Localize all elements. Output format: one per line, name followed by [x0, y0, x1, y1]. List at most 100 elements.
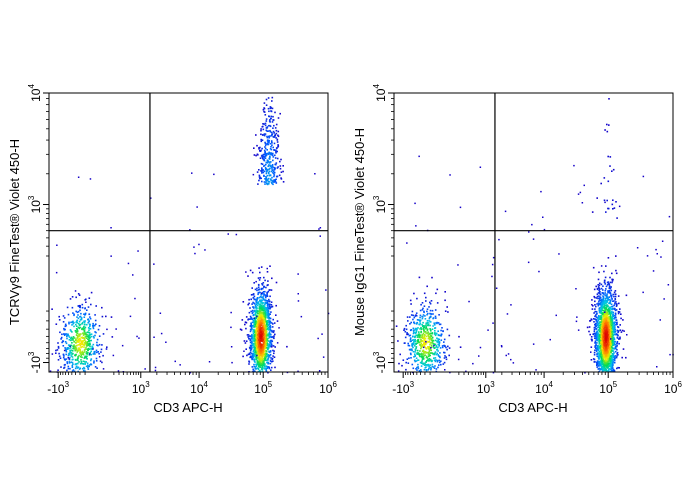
event-dot — [609, 322, 612, 325]
event-dot — [249, 269, 252, 272]
event-dot — [642, 175, 645, 178]
event-dot — [428, 354, 430, 357]
event-dot — [266, 320, 269, 322]
event-dot — [78, 327, 81, 330]
event-dot — [445, 356, 447, 358]
event-dot — [429, 328, 431, 330]
event-dot — [261, 302, 264, 305]
event-dot — [271, 182, 273, 185]
event-dot — [247, 353, 250, 356]
event-dot — [263, 308, 265, 310]
event-dot — [611, 311, 613, 313]
event-dot — [255, 322, 257, 325]
event-dot — [262, 349, 264, 352]
event-dot — [297, 293, 299, 295]
event-dot — [75, 296, 77, 299]
event-dot — [620, 313, 622, 315]
event-dot — [272, 127, 274, 129]
event-dot — [264, 355, 266, 358]
event-dot — [612, 340, 615, 342]
event-dot — [613, 331, 615, 334]
event-dot — [87, 368, 90, 370]
event-dot — [606, 327, 608, 329]
event-dot — [260, 287, 263, 290]
event-dot — [491, 275, 493, 278]
event-dot — [260, 327, 262, 329]
event-dot — [428, 346, 430, 348]
event-dot — [254, 351, 257, 353]
event-dot — [616, 304, 618, 306]
event-dot — [110, 227, 112, 229]
event-dot — [258, 313, 261, 315]
event-dot — [438, 364, 440, 366]
event-dot — [423, 310, 425, 313]
event-dot — [273, 350, 275, 352]
event-dot — [84, 356, 86, 359]
event-dot — [68, 358, 70, 360]
event-dot — [420, 347, 422, 350]
event-dot — [266, 339, 268, 341]
x-tick-label: -103 — [392, 380, 414, 396]
event-dot — [436, 321, 438, 324]
event-dot — [263, 340, 265, 342]
event-dot — [603, 364, 606, 367]
event-dot — [412, 343, 415, 346]
event-dot — [601, 343, 604, 346]
event-dot — [431, 341, 434, 343]
event-dot — [598, 346, 601, 348]
event-dot — [598, 360, 600, 363]
event-dot — [435, 368, 438, 370]
event-dot — [256, 344, 259, 347]
event-dot — [613, 347, 615, 350]
event-dot — [597, 319, 599, 322]
event-dot — [609, 156, 612, 158]
event-dot — [275, 178, 277, 181]
event-dot — [430, 339, 433, 342]
event-dot — [82, 363, 85, 365]
event-dot — [274, 366, 276, 369]
event-dot — [604, 279, 606, 282]
event-dot — [616, 351, 619, 354]
event-dot — [258, 323, 261, 325]
event-dot — [608, 316, 611, 318]
event-dot — [248, 298, 250, 301]
event-dot — [263, 348, 265, 351]
event-dot — [262, 343, 265, 345]
event-dot — [418, 353, 420, 356]
event-dot — [271, 344, 273, 347]
event-dot — [264, 183, 266, 185]
event-dot — [597, 286, 600, 288]
event-dot — [423, 345, 426, 348]
event-dot — [423, 338, 425, 340]
event-dot — [253, 307, 255, 309]
event-dot — [608, 348, 611, 350]
event-dot — [605, 348, 607, 351]
event-dot — [88, 337, 91, 339]
event-dot — [94, 331, 96, 333]
event-dot — [275, 137, 277, 139]
event-dot — [621, 329, 624, 332]
event-dot — [258, 346, 260, 348]
event-dot — [269, 155, 271, 158]
event-dot — [76, 340, 79, 343]
event-dot — [419, 353, 421, 355]
event-dot — [598, 363, 601, 365]
event-dot — [424, 354, 426, 356]
event-dot — [611, 170, 613, 172]
event-dot — [81, 340, 83, 342]
event-dot — [430, 335, 433, 337]
event-dot — [414, 315, 416, 317]
event-dot — [264, 318, 266, 320]
event-dot — [80, 317, 83, 320]
event-dot — [604, 331, 607, 333]
event-dot — [78, 320, 81, 323]
event-dot — [433, 359, 436, 361]
event-dot — [616, 353, 618, 355]
event-dot — [411, 345, 413, 347]
event-dot — [256, 287, 258, 290]
event-dot — [88, 365, 90, 368]
event-dot — [260, 288, 263, 291]
event-dot — [256, 144, 258, 147]
event-dot — [256, 297, 259, 299]
event-dot — [276, 157, 279, 160]
